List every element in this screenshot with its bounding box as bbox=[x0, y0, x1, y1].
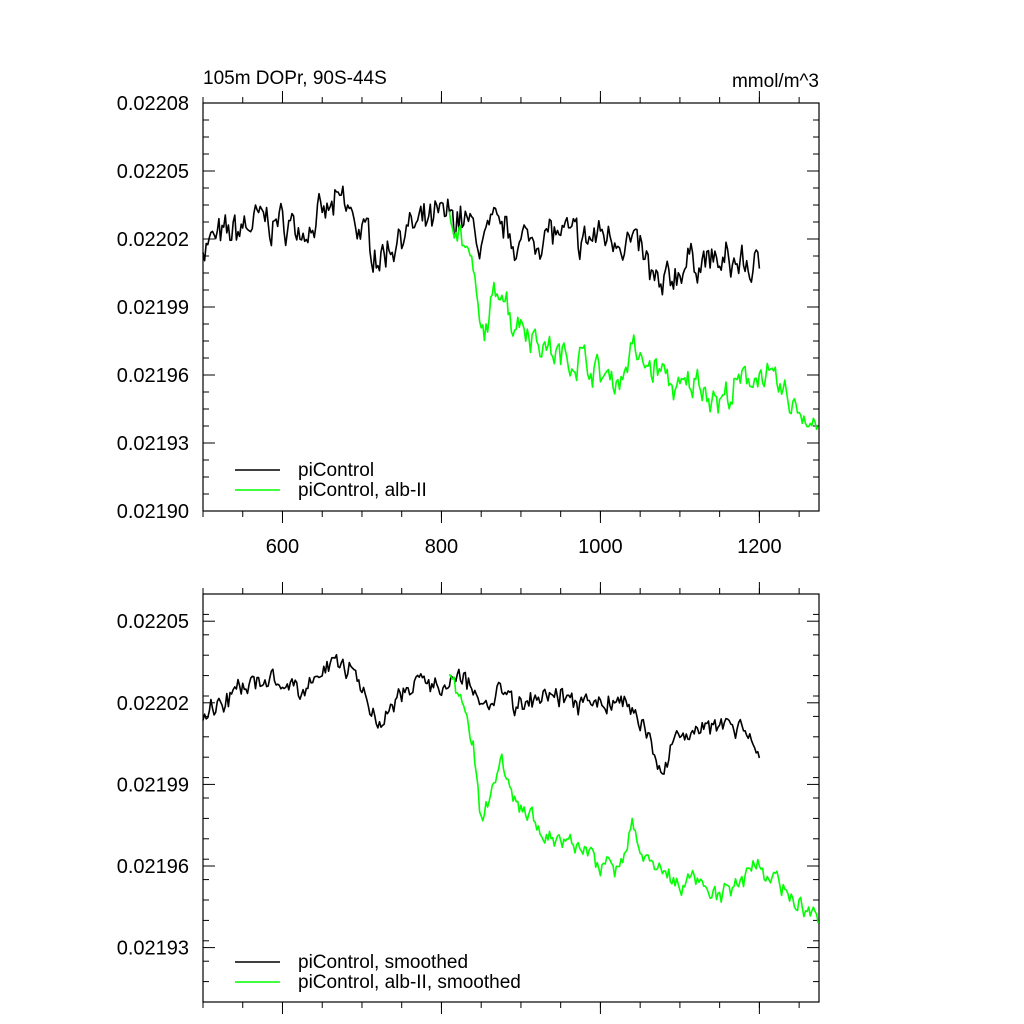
y-tick-label: 0.02202 bbox=[117, 693, 189, 715]
y-tick-label: 0.02196 bbox=[117, 365, 189, 387]
y-tick-label: 0.02205 bbox=[117, 161, 189, 183]
y-tick-label: 0.02193 bbox=[117, 938, 189, 960]
y-tick-label: 0.02205 bbox=[117, 611, 189, 633]
series-line-alb-ii bbox=[448, 211, 819, 431]
panel-top: 105m DOPr, 90S-44S mmol/m^3 0.021900.021… bbox=[117, 68, 820, 558]
series-line-picontrol bbox=[202, 653, 761, 775]
y-tick-label: 0.02202 bbox=[117, 229, 189, 251]
y-tick-labels-top: 0.02190 0.02193 0.02196 0.02199 0.02202 0.022… bbox=[117, 93, 189, 523]
legend-label-picontrol: piControl bbox=[298, 460, 374, 481]
x-tick-labels-top: 600 800 1000 1200 bbox=[266, 536, 782, 558]
y-tick-label: 0.02208 bbox=[117, 93, 189, 115]
y-tick-label: 0.02193 bbox=[117, 433, 189, 455]
x-tick-label: 1200 bbox=[737, 536, 782, 558]
legend-label-alb-ii-smoothed: piControl, alb-II, smoothed bbox=[298, 972, 521, 993]
chart-title: 105m DOPr, 90S-44S bbox=[203, 68, 387, 89]
legend-label-alb-ii: piControl, alb-II bbox=[298, 480, 427, 501]
series-bottom bbox=[202, 653, 819, 924]
ticks-bottom bbox=[202, 582, 819, 1014]
plot-frame-bottom bbox=[202, 593, 820, 1003]
series-line-picontrol bbox=[202, 185, 761, 296]
y-tick-labels-bottom: 0.02193 0.02196 0.02199 0.02202 0.02205 bbox=[117, 611, 189, 959]
panel-bottom: 0.02193 0.02196 0.02199 0.02202 0.02205 piCo… bbox=[117, 582, 820, 1014]
x-tick-label: 800 bbox=[425, 536, 458, 558]
legend-label-picontrol-smoothed: piControl, smoothed bbox=[298, 952, 468, 973]
series-line-alb-ii bbox=[448, 673, 819, 924]
y-tick-label: 0.02190 bbox=[117, 501, 189, 523]
y-tick-label: 0.02199 bbox=[117, 774, 189, 796]
legend-top: piControl piControl, alb-II bbox=[235, 460, 427, 501]
y-tick-label: 0.02199 bbox=[117, 297, 189, 319]
y-tick-label: 0.02196 bbox=[117, 856, 189, 878]
x-tick-label: 600 bbox=[266, 536, 299, 558]
ticks-top bbox=[202, 91, 819, 523]
series-top bbox=[202, 185, 819, 431]
x-tick-label: 1000 bbox=[578, 536, 623, 558]
legend-bottom: piControl, smoothed piControl, alb-II, s… bbox=[235, 952, 521, 993]
plot-frame-top bbox=[202, 102, 820, 512]
units-label: mmol/m^3 bbox=[732, 71, 819, 92]
